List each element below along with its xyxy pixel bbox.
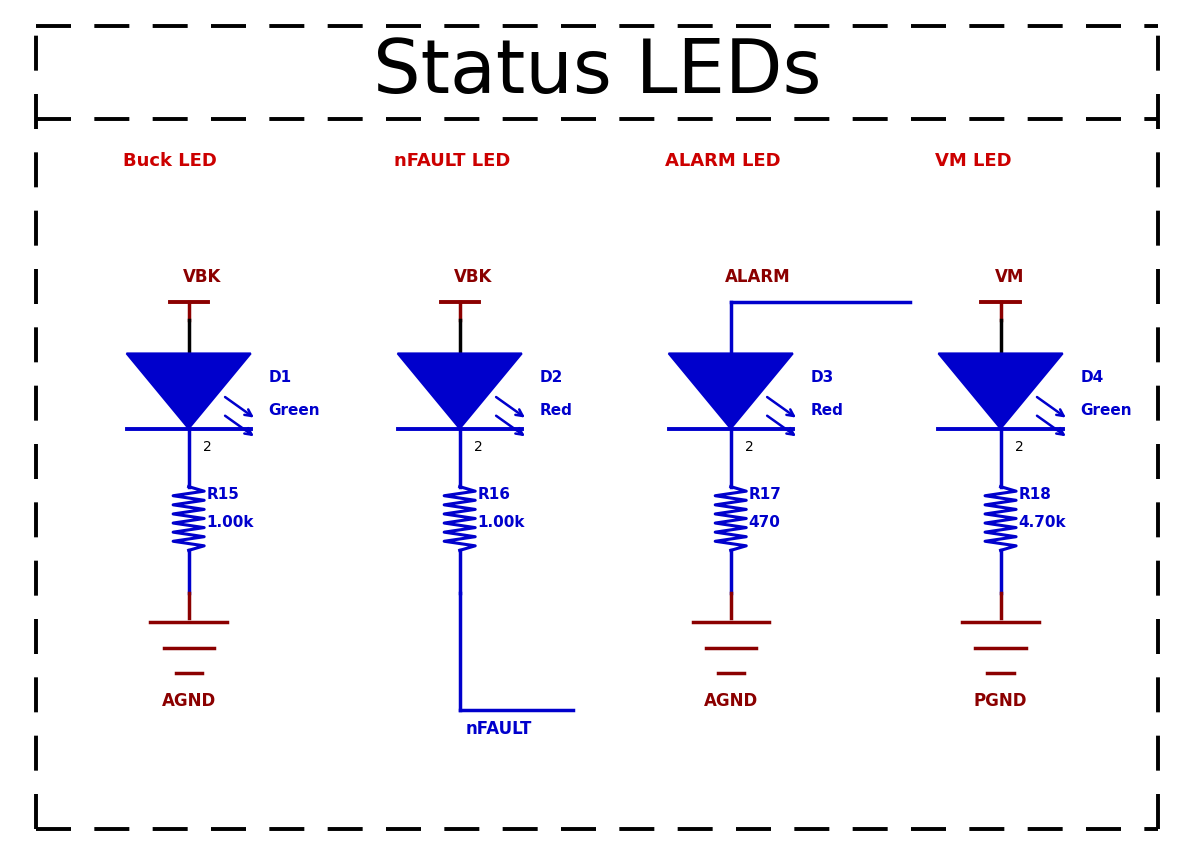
Text: 1.00k: 1.00k <box>478 515 525 530</box>
Text: 2: 2 <box>1015 440 1023 454</box>
Text: D3: D3 <box>811 371 833 385</box>
Text: Buck LED: Buck LED <box>123 152 217 171</box>
Text: VBK: VBK <box>454 269 492 286</box>
Text: AGND: AGND <box>703 692 758 710</box>
Polygon shape <box>669 354 793 428</box>
Text: Green: Green <box>1081 403 1132 417</box>
Text: 2: 2 <box>474 440 482 454</box>
Text: D1: D1 <box>269 371 291 385</box>
Text: VM LED: VM LED <box>935 152 1011 171</box>
Text: D2: D2 <box>540 371 564 385</box>
Text: D4: D4 <box>1081 371 1103 385</box>
Text: Red: Red <box>811 403 844 417</box>
Text: R18: R18 <box>1018 487 1052 502</box>
Polygon shape <box>398 354 522 428</box>
Text: 1: 1 <box>203 366 211 380</box>
Text: 2: 2 <box>745 440 753 454</box>
Text: VM: VM <box>995 269 1024 286</box>
Text: 470: 470 <box>749 515 781 530</box>
Text: R15: R15 <box>207 487 240 502</box>
Text: 1.00k: 1.00k <box>207 515 254 530</box>
Polygon shape <box>938 354 1063 428</box>
Text: ALARM: ALARM <box>725 269 790 286</box>
Text: nFAULT LED: nFAULT LED <box>394 152 510 171</box>
Text: Green: Green <box>269 403 320 417</box>
Polygon shape <box>127 354 251 428</box>
Text: nFAULT: nFAULT <box>466 720 533 738</box>
Text: AGND: AGND <box>161 692 216 710</box>
Text: PGND: PGND <box>974 692 1027 710</box>
Text: VBK: VBK <box>183 269 221 286</box>
Text: 1: 1 <box>474 366 482 380</box>
Text: Red: Red <box>540 403 573 417</box>
Text: 1: 1 <box>745 366 753 380</box>
Text: 4.70k: 4.70k <box>1018 515 1066 530</box>
Text: Status LEDs: Status LEDs <box>373 36 821 109</box>
Text: 1: 1 <box>1015 366 1023 380</box>
Text: R17: R17 <box>749 487 782 502</box>
Text: ALARM LED: ALARM LED <box>665 152 781 171</box>
Text: R16: R16 <box>478 487 511 502</box>
Text: 2: 2 <box>203 440 211 454</box>
